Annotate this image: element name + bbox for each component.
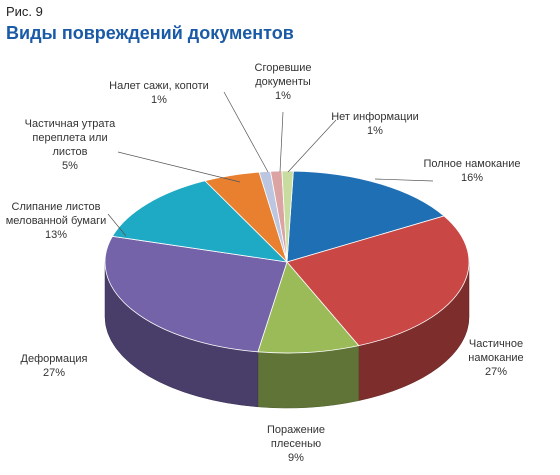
slice-label-6: Налет сажи, копоти 1% xyxy=(109,80,209,106)
leader-lines xyxy=(107,91,434,237)
slice-label-0: Полное намокание 16% xyxy=(424,158,521,184)
pie-slice-8 xyxy=(281,170,294,263)
slice-label-4: Слипание листов мелованной бумаги 13% xyxy=(6,201,107,241)
slice-percent-5: 5% xyxy=(62,160,78,172)
slice-label-5: Частичная утрата переплета или листов 5% xyxy=(25,118,117,172)
pie-slice-4 xyxy=(111,180,289,263)
slice-label-8: Нет информации 1% xyxy=(331,111,419,137)
leader-line-7 xyxy=(279,111,284,173)
slice-label-line-7-0: Сгоревшие xyxy=(255,62,312,74)
slice-percent-6: 1% xyxy=(151,94,167,106)
slice-percent-1: 27% xyxy=(485,366,507,378)
slice-label-line-4-1: мелованной бумаги xyxy=(6,215,107,227)
pie-slice-0 xyxy=(286,170,445,263)
leader-line-6 xyxy=(223,91,269,173)
slice-percent-0: 16% xyxy=(461,172,483,184)
leader-line-0 xyxy=(374,178,434,182)
leader-line-8 xyxy=(287,119,337,173)
slice-percent-3: 27% xyxy=(43,367,65,379)
slice-labels: Полное намокание 16% Частичное намокание 27%… xyxy=(6,62,524,464)
pie-slice-1 xyxy=(286,215,470,347)
slice-label-line-2-1: плесенью xyxy=(271,438,321,450)
slice-label-7: Сгоревшие документы 1% xyxy=(255,62,312,102)
leader-line-5 xyxy=(117,151,241,183)
slice-label-line-7-1: документы xyxy=(255,76,311,88)
slice-label-line-1-0: Частичное xyxy=(469,338,523,350)
slice-label-3: Деформация 27% xyxy=(21,353,88,379)
slice-percent-8: 1% xyxy=(367,125,383,137)
slice-label-line-6-0: Налет сажи, копоти xyxy=(109,80,209,92)
slice-label-line-1-1: намокание xyxy=(468,352,523,364)
slice-label-line-4-0: Слипание листов xyxy=(12,201,101,213)
pie-top xyxy=(104,170,470,354)
slice-label-line-5-0: Частичная утрата xyxy=(25,118,117,130)
slice-label-line-3-0: Деформация xyxy=(21,353,88,365)
slice-label-line-8-0: Нет информации xyxy=(331,111,419,123)
slice-percent-4: 13% xyxy=(45,229,67,241)
chart-title: Виды повреждений документов xyxy=(6,23,294,43)
slice-label-line-5-1: переплета или xyxy=(32,132,107,144)
pie-side-2 xyxy=(257,345,359,409)
slice-label-2: Поражение плесенью 9% xyxy=(267,424,325,464)
slice-percent-2: 9% xyxy=(288,452,304,464)
pie-depth xyxy=(104,261,470,409)
leader-line-4 xyxy=(107,213,127,237)
figure-label: Рис. 9 xyxy=(6,4,43,19)
slice-label-line-0-0: Полное намокание xyxy=(424,158,521,170)
slice-label-1: Частичное намокание 27% xyxy=(468,338,523,378)
pie-slice-2 xyxy=(257,261,360,354)
pie-slice-3 xyxy=(104,235,288,353)
slice-label-line-5-2: листов xyxy=(53,146,88,158)
slice-percent-7: 1% xyxy=(275,90,291,102)
slice-label-line-2-0: Поражение xyxy=(267,424,325,436)
